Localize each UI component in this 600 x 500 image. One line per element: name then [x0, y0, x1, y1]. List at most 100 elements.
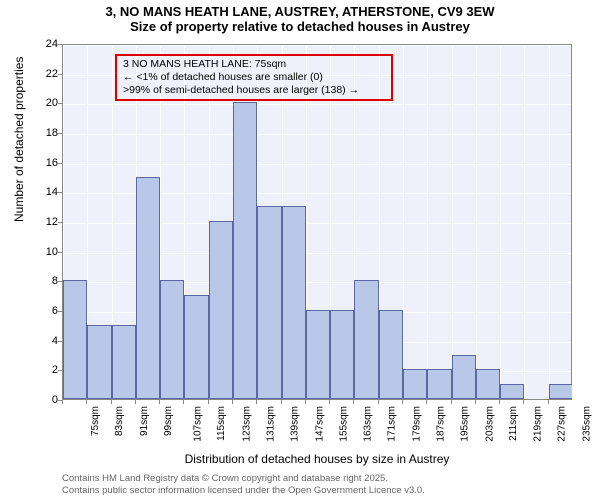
source-line-1: Contains HM Land Registry data © Crown c…	[62, 473, 425, 484]
callout-line-3: >99% of semi-detached houses are larger …	[123, 84, 385, 97]
y-tick-mark	[58, 163, 62, 164]
y-tick-mark	[58, 133, 62, 134]
callout-line-2: ← <1% of detached houses are smaller (0)	[123, 71, 385, 84]
y-tick-mark	[58, 103, 62, 104]
gridline-h	[63, 104, 571, 105]
y-tick-mark	[58, 44, 62, 45]
histogram-bar	[452, 355, 476, 400]
y-tick-label: 22	[46, 68, 58, 80]
histogram-bar	[306, 310, 330, 399]
chart-title-block: 3, NO MANS HEATH LANE, AUSTREY, ATHERSTO…	[0, 0, 600, 34]
gridline-h	[63, 164, 571, 165]
histogram-bar	[160, 280, 184, 399]
y-tick-mark	[58, 222, 62, 223]
x-tick-mark	[548, 400, 549, 404]
histogram-bar	[233, 102, 257, 399]
x-tick-mark	[353, 400, 354, 404]
x-tick-label: 211sqm	[508, 406, 519, 441]
x-tick-label: 99sqm	[163, 406, 174, 436]
x-axis-label: Distribution of detached houses by size …	[62, 452, 572, 466]
histogram-bar	[257, 206, 281, 399]
x-tick-mark	[232, 400, 233, 404]
histogram-bar	[87, 325, 111, 399]
x-tick-label: 91sqm	[139, 406, 150, 436]
x-tick-label: 195sqm	[460, 406, 471, 442]
y-tick-mark	[58, 281, 62, 282]
x-tick-mark	[135, 400, 136, 404]
gridline-h	[63, 45, 571, 46]
x-tick-label: 147sqm	[314, 406, 325, 442]
histogram-bar	[330, 310, 354, 399]
y-tick-mark	[58, 370, 62, 371]
y-tick-label: 24	[46, 38, 58, 50]
x-tick-label: 75sqm	[90, 406, 101, 436]
y-tick-mark	[58, 74, 62, 75]
x-tick-label: 131sqm	[266, 406, 277, 442]
x-tick-mark	[475, 400, 476, 404]
histogram-bar	[63, 280, 87, 399]
histogram-bar	[354, 280, 378, 399]
y-tick-mark	[58, 311, 62, 312]
gridline-v	[403, 45, 404, 399]
histogram-bar	[427, 369, 451, 399]
gridline-v	[500, 45, 501, 399]
callout-line-1: 3 NO MANS HEATH LANE: 75sqm	[123, 58, 385, 71]
title-line-1: 3, NO MANS HEATH LANE, AUSTREY, ATHERSTO…	[0, 4, 600, 19]
histogram-bar	[184, 295, 208, 399]
x-tick-mark	[62, 400, 63, 404]
histogram-bar	[209, 221, 233, 399]
x-tick-label: 163sqm	[363, 406, 374, 442]
x-tick-label: 107sqm	[193, 406, 204, 442]
x-tick-label: 139sqm	[290, 406, 301, 442]
gridline-v	[549, 45, 550, 399]
x-tick-label: 187sqm	[436, 406, 447, 442]
histogram-bar	[136, 177, 160, 400]
source-line-2: Contains public sector information licen…	[62, 485, 425, 496]
y-axis-label: Number of detached properties	[12, 57, 26, 222]
x-tick-mark	[159, 400, 160, 404]
gridline-v	[524, 45, 525, 399]
x-tick-mark	[523, 400, 524, 404]
x-tick-mark	[256, 400, 257, 404]
x-tick-label: 235sqm	[581, 406, 592, 442]
histogram-bar	[476, 369, 500, 399]
gridline-v	[427, 45, 428, 399]
x-tick-mark	[183, 400, 184, 404]
gridline-v	[572, 45, 573, 399]
x-tick-mark	[208, 400, 209, 404]
y-tick-label: 18	[46, 127, 58, 139]
title-line-2: Size of property relative to detached ho…	[0, 19, 600, 34]
y-tick-label: 10	[46, 246, 58, 258]
x-tick-mark	[329, 400, 330, 404]
x-tick-label: 179sqm	[411, 406, 422, 442]
gridline-v	[452, 45, 453, 399]
x-tick-label: 115sqm	[216, 406, 227, 441]
x-tick-mark	[426, 400, 427, 404]
histogram-bar	[403, 369, 427, 399]
y-tick-label: 14	[46, 186, 58, 198]
histogram-bar	[282, 206, 306, 399]
x-tick-mark	[402, 400, 403, 404]
x-tick-label: 203sqm	[484, 406, 495, 442]
x-tick-label: 83sqm	[114, 406, 125, 436]
y-tick-mark	[58, 192, 62, 193]
y-tick-mark	[58, 252, 62, 253]
y-tick-mark	[58, 341, 62, 342]
x-tick-label: 155sqm	[338, 406, 349, 442]
x-tick-mark	[378, 400, 379, 404]
x-tick-label: 227sqm	[557, 406, 568, 442]
source-attribution: Contains HM Land Registry data © Crown c…	[62, 473, 425, 496]
x-tick-mark	[451, 400, 452, 404]
y-tick-label: 20	[46, 97, 58, 109]
x-tick-label: 171sqm	[387, 406, 398, 442]
y-tick-label: 12	[46, 216, 58, 228]
x-tick-mark	[499, 400, 500, 404]
x-tick-label: 219sqm	[533, 406, 544, 442]
histogram-bar	[379, 310, 403, 399]
histogram-bar	[500, 384, 524, 399]
y-tick-label: 16	[46, 157, 58, 169]
histogram-bar	[549, 384, 573, 399]
x-tick-mark	[305, 400, 306, 404]
gridline-v	[476, 45, 477, 399]
x-tick-mark	[111, 400, 112, 404]
